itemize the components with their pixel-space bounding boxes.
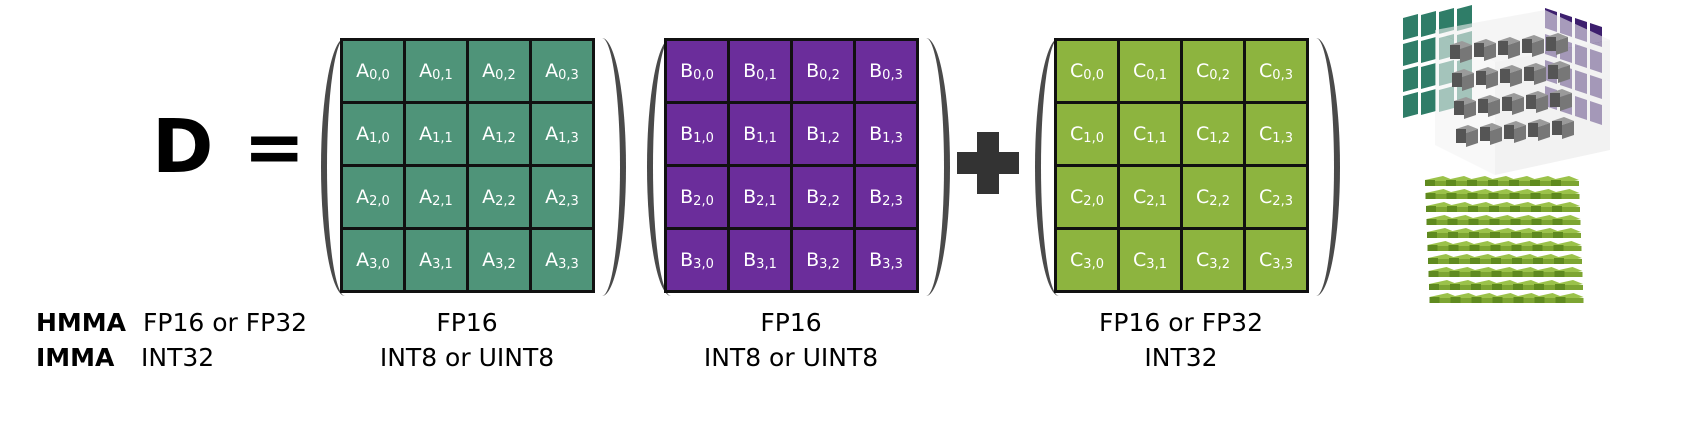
equation-lhs: D = <box>152 104 308 190</box>
matrix-c-cell: C 3,3 <box>1246 230 1306 290</box>
matrix-b: B 0,0 B 0,1 B 0,2 B 0,3 B 1,0 B 1,1 B 1,2 B 1,3 B 2,0 B 2,1… <box>664 38 919 293</box>
matrix-a-cell: A 1,1 <box>406 104 466 164</box>
matrix-b-cell: B 1,2 <box>793 104 853 164</box>
left-paren-b <box>647 38 679 296</box>
matrix-c-cell: C 0,1 <box>1120 41 1180 101</box>
matrix-b-cell: B 2,2 <box>793 167 853 227</box>
matrix-c-cell: C 3,0 <box>1057 230 1117 290</box>
matrix-a-cell: A 2,1 <box>406 167 466 227</box>
hmma-a-type: FP16 <box>436 308 498 337</box>
matrix-c-cell: C 2,3 <box>1246 167 1306 227</box>
matrix-a-cell: A 0,0 <box>343 41 403 101</box>
left-paren-c <box>1035 38 1067 296</box>
matrix-a-cell: A 2,2 <box>469 167 529 227</box>
tensor-core-cube-icon <box>1403 5 1610 303</box>
matrix-c-cell: C 1,0 <box>1057 104 1117 164</box>
imma-a-type: INT8 or UINT8 <box>379 343 555 372</box>
matrix-b-cell: B 2,3 <box>856 167 916 227</box>
matrix-a-cell: A 3,2 <box>469 230 529 290</box>
matrix-c-cell: C 2,1 <box>1120 167 1180 227</box>
matrix-b-cell: B 0,2 <box>793 41 853 101</box>
matrix-c-cell: C 2,2 <box>1183 167 1243 227</box>
matrix-b-cell: B 0,1 <box>730 41 790 101</box>
matrix-b-cell: B 2,1 <box>730 167 790 227</box>
matrix-a-cell: A 1,0 <box>343 104 403 164</box>
matrix-c-cell: C 0,2 <box>1183 41 1243 101</box>
right-paren-b <box>918 38 950 296</box>
left-paren-a <box>321 38 353 296</box>
matrix-c-cell: C 3,2 <box>1183 230 1243 290</box>
matrix-a-cell: A 2,0 <box>343 167 403 227</box>
matrix-a-cell: A 0,3 <box>532 41 592 101</box>
right-paren-c <box>1308 38 1340 296</box>
hmma-d-type: FP16 or FP32 <box>143 308 308 337</box>
matrix-a-cell: A 3,3 <box>532 230 592 290</box>
right-paren-a <box>594 38 626 296</box>
matrix-b-cell: B 0,3 <box>856 41 916 101</box>
matrix-a-cell: A 3,0 <box>343 230 403 290</box>
matrix-c-cell: C 1,2 <box>1183 104 1243 164</box>
matrix-b-cell: B 3,3 <box>856 230 916 290</box>
matrix-b-cell: B 1,1 <box>730 104 790 164</box>
matrix-b-cell: B 0,0 <box>667 41 727 101</box>
matrix-c-cell: C 1,3 <box>1246 104 1306 164</box>
matrix-a-cell: A 0,2 <box>469 41 529 101</box>
matrix-b-cell: B 3,0 <box>667 230 727 290</box>
matrix-c-cell: C 3,1 <box>1120 230 1180 290</box>
matrix-a-cell: A 0,1 <box>406 41 466 101</box>
matrix-c-cell: C 0,3 <box>1246 41 1306 101</box>
matrix-a-cell: A 3,1 <box>406 230 466 290</box>
matrix-b-cell: B 3,2 <box>793 230 853 290</box>
matrix-c: C 0,0 C 0,1 C 0,2 C 0,3 C 1,0 C 1,1 C 1,2 C 1,3 C 2,0 C 2,1… <box>1054 38 1309 293</box>
matrix-c-cell: C 1,1 <box>1120 104 1180 164</box>
hmma-b-type: FP16 <box>760 308 822 337</box>
matrix-b-cell: B 3,1 <box>730 230 790 290</box>
matrix-b-cell: B 2,0 <box>667 167 727 227</box>
imma-b-type: INT8 or UINT8 <box>703 343 879 372</box>
matrix-a-cell: A 2,3 <box>532 167 592 227</box>
imma-d-type: INT32 <box>141 343 215 372</box>
matrix-b-cell: B 1,3 <box>856 104 916 164</box>
matrix-a-cell: A 1,2 <box>469 104 529 164</box>
matrix-b-cell: B 1,0 <box>667 104 727 164</box>
matrix-a-cell: A 1,3 <box>532 104 592 164</box>
imma-label: IMMA <box>36 343 115 372</box>
matrix-c-cell: C 0,0 <box>1057 41 1117 101</box>
hmma-c-type: FP16 or FP32 <box>1098 308 1263 337</box>
matrix-c-cell: C 2,0 <box>1057 167 1117 227</box>
matrix-a: A 0,0 A 0,1 A 0,2 A 0,3 A 1,0 A 1,1 A 1,2 A 1,3 A 2,0 A 2,1… <box>340 38 595 293</box>
imma-c-type: INT32 <box>1144 343 1218 372</box>
hmma-label: HMMA <box>36 308 127 337</box>
